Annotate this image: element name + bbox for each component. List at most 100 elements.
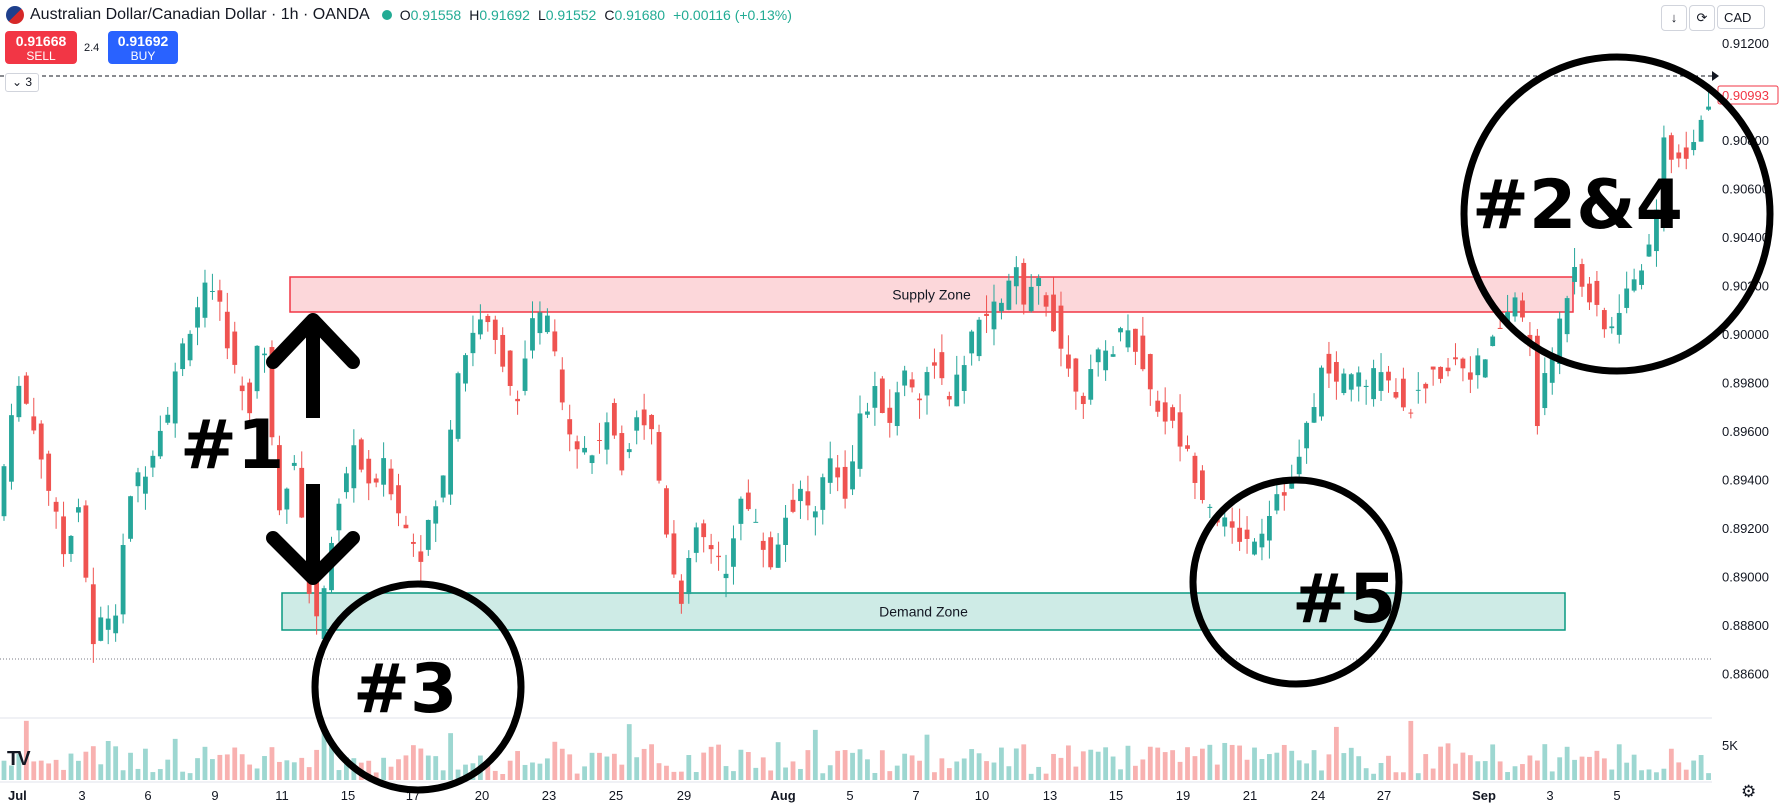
volume-bar bbox=[1683, 769, 1689, 780]
volume-bar bbox=[775, 742, 781, 780]
candle-body bbox=[604, 422, 610, 450]
candle-body bbox=[143, 476, 148, 494]
volume-bar bbox=[157, 769, 163, 780]
candle-body bbox=[790, 499, 796, 512]
volume-bar bbox=[1058, 757, 1064, 780]
volume-bar bbox=[165, 759, 171, 780]
arrow-down-button[interactable]: ↓ bbox=[1661, 5, 1687, 31]
candle-body bbox=[1051, 294, 1056, 332]
volume-bar bbox=[745, 752, 751, 780]
candle-body bbox=[619, 433, 625, 471]
candle bbox=[790, 483, 796, 514]
candle-body bbox=[1177, 412, 1183, 447]
candle-body bbox=[284, 488, 290, 510]
volume-bar bbox=[306, 767, 312, 780]
candle-body bbox=[1654, 209, 1659, 252]
volume-bar bbox=[1185, 747, 1190, 780]
volume-bar bbox=[485, 761, 491, 780]
candle bbox=[1676, 144, 1682, 168]
candle-body bbox=[783, 517, 788, 545]
buy-button[interactable]: 0.91692 BUY bbox=[108, 31, 178, 64]
indicators-toggle[interactable]: ⌄ 3 bbox=[5, 73, 39, 92]
sell-button[interactable]: 0.91668 SELL bbox=[5, 31, 77, 64]
candle bbox=[1006, 273, 1012, 311]
candle-body bbox=[857, 413, 863, 469]
candle-body bbox=[83, 505, 89, 578]
candle bbox=[1646, 234, 1652, 257]
volume-bar bbox=[463, 764, 468, 780]
time-tick-label: Jul bbox=[8, 788, 27, 803]
candle-body bbox=[68, 535, 74, 554]
volume-bar bbox=[1244, 759, 1250, 780]
candle bbox=[879, 376, 885, 414]
volume-bar bbox=[887, 771, 893, 780]
candle-body bbox=[1668, 135, 1674, 160]
demand-zone-label: Demand Zone bbox=[879, 604, 968, 620]
candle bbox=[16, 376, 22, 422]
volume-bar bbox=[1028, 773, 1034, 780]
candle bbox=[1333, 351, 1339, 400]
candle bbox=[76, 498, 81, 523]
volume-bar bbox=[1386, 755, 1391, 780]
candle bbox=[477, 304, 483, 340]
candle bbox=[1036, 274, 1042, 305]
candle bbox=[1185, 435, 1190, 452]
volume-bar bbox=[9, 765, 14, 780]
candle bbox=[1013, 256, 1019, 305]
candle bbox=[46, 450, 52, 506]
volume-bar bbox=[1497, 761, 1503, 780]
candle bbox=[470, 315, 476, 367]
candle-body bbox=[224, 311, 230, 349]
candle-body bbox=[1296, 456, 1302, 475]
candle bbox=[842, 450, 848, 509]
candle-body bbox=[522, 358, 528, 391]
sell-label: SELL bbox=[26, 49, 56, 63]
volume-bar bbox=[135, 768, 141, 780]
sync-button[interactable]: ⟳ bbox=[1689, 5, 1715, 31]
candle-body bbox=[1304, 422, 1310, 449]
volume-bar bbox=[1676, 762, 1682, 780]
volume-bar bbox=[373, 772, 379, 780]
gear-icon[interactable]: ⚙ bbox=[1741, 782, 1757, 801]
candle bbox=[1281, 483, 1287, 511]
candle-body bbox=[202, 282, 208, 318]
candle-body bbox=[403, 524, 409, 529]
candle bbox=[902, 365, 908, 397]
volume-bar bbox=[1624, 762, 1630, 780]
candle-body bbox=[1229, 521, 1235, 528]
candle bbox=[1058, 291, 1064, 367]
currency-selector[interactable]: CAD bbox=[1717, 5, 1765, 29]
candle-body bbox=[954, 374, 960, 407]
volume-bar bbox=[388, 766, 394, 780]
volume-bar bbox=[894, 765, 900, 780]
candle-body bbox=[1222, 517, 1228, 527]
candle-body bbox=[1564, 298, 1570, 335]
volume-bar bbox=[1051, 753, 1056, 780]
symbol-title[interactable]: Australian Dollar/Canadian Dollar · 1h ·… bbox=[30, 6, 370, 23]
candle-body bbox=[1259, 533, 1265, 548]
candle bbox=[1356, 366, 1362, 402]
candle bbox=[723, 554, 729, 598]
candle bbox=[1393, 378, 1399, 400]
price-tick-label: 0.90600 bbox=[1722, 182, 1769, 197]
volume-bar bbox=[1557, 757, 1563, 780]
candle bbox=[1088, 354, 1094, 405]
volume-bar bbox=[999, 747, 1004, 780]
candle-body bbox=[1125, 330, 1131, 348]
volume-bar bbox=[492, 770, 498, 780]
candle-body bbox=[917, 398, 922, 401]
time-tick-label: 9 bbox=[211, 788, 218, 803]
candle bbox=[31, 397, 37, 435]
candle-body bbox=[1534, 335, 1540, 427]
candle-body bbox=[425, 519, 431, 550]
candle bbox=[1066, 335, 1071, 377]
candle-body bbox=[656, 432, 662, 481]
volume-bar bbox=[1341, 753, 1347, 780]
candle bbox=[753, 508, 759, 523]
candle-body bbox=[314, 575, 320, 617]
candle-body bbox=[760, 540, 766, 550]
candle bbox=[1311, 393, 1317, 424]
candle-body bbox=[1058, 305, 1064, 349]
